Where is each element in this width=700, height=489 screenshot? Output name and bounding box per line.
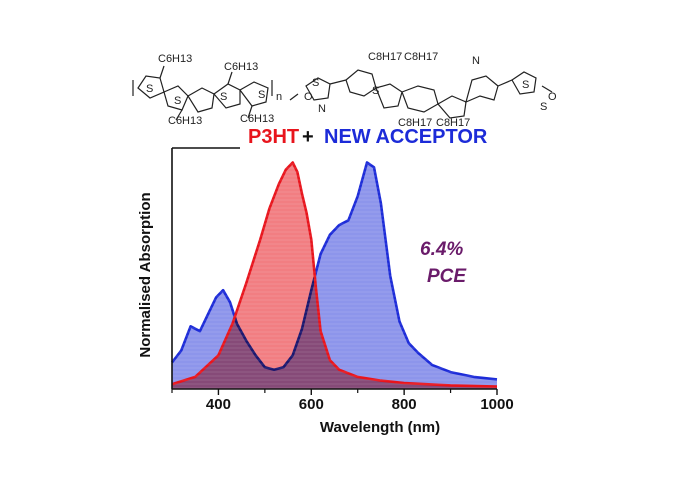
molecule-label-left: C6H13 [224,61,258,73]
molecule-label-left: S [174,95,181,107]
molecule-label-right: C8H17 [368,51,402,63]
molecule-label-right: C8H17 [436,117,470,129]
x-axis-title: Wavelength (nm) [320,419,440,436]
molecule-label-right: O [548,91,557,103]
acceptor-molecule-drawing [289,69,553,119]
p3ht-molecule-drawing [132,65,273,121]
x-tick-label-800: 800 [392,396,417,413]
molecule-label-right: N [472,55,480,67]
molecule-label-right: C8H17 [398,117,432,129]
legend-new-acceptor: NEW ACCEPTOR [324,126,488,148]
molecule-label-right: S [522,79,529,91]
legend-plus: + [302,126,314,148]
x-tick-label-600: 600 [299,396,324,413]
molecule-label-left: C6H13 [240,113,274,125]
x-tick-label-400: 400 [206,396,231,413]
molecule-label-left: S [146,83,153,95]
molecule-label-right: C8H17 [404,51,438,63]
series-area-p3ht [172,162,497,389]
molecule-label-right: S [312,77,319,89]
y-axis-title: Normalised Absorption [137,192,154,357]
molecule-label-left: C6H13 [158,53,192,65]
plot-area: 400 600 800 1000 [170,147,514,413]
molecule-label-left: n [276,91,282,103]
annotation-pce: PCE [427,266,467,287]
molecule-label-right: O [304,91,313,103]
molecule-label-right: N [318,103,326,115]
molecule-label-left: S [258,89,265,101]
x-tick-label-1000: 1000 [480,396,513,413]
molecule-label-right: S [540,101,547,113]
annotation-efficiency: 6.4% [420,239,463,260]
molecule-label-right: S [372,85,379,97]
series-area-new-acceptor [172,162,497,389]
series-line-p3ht [171,161,498,388]
molecule-label-left: C6H13 [168,115,202,127]
legend-p3ht: P3HT [248,126,299,148]
molecule-label-left: S [220,91,227,103]
